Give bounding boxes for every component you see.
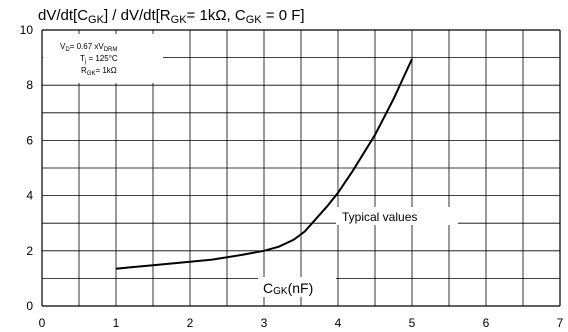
x-tick-label: 2 xyxy=(187,316,194,330)
typical-values-annotation-background xyxy=(336,207,458,225)
y-tick-label: 2 xyxy=(26,244,33,258)
x-tick-labels: 0 1 2 3 4 5 6 7 xyxy=(39,316,564,330)
x-tick-label: 1 xyxy=(113,316,120,330)
chart-title: dV/dt[CGK] / dV/dt[RGK= 1kΩ, CGK = 0 F] xyxy=(38,7,305,26)
series-typical-line xyxy=(115,58,413,270)
x-tick-label: 3 xyxy=(261,316,268,330)
condition-rgk: RGK= 1kΩ xyxy=(81,66,117,77)
x-tick-label: 5 xyxy=(409,316,416,330)
conditions-box-background xyxy=(43,34,163,83)
condition-vd: VD= 0.67 xVDRM xyxy=(60,42,117,53)
x-tick-label: 6 xyxy=(483,316,490,330)
y-tick-labels: 0 2 4 6 8 10 xyxy=(20,23,34,313)
x-tick-label: 4 xyxy=(335,316,342,330)
x-tick-label: 7 xyxy=(557,316,564,330)
condition-tj: Tj = 125°C xyxy=(80,54,118,65)
y-tick-label: 10 xyxy=(20,23,34,37)
y-tick-label: 8 xyxy=(26,78,33,92)
y-tick-label: 4 xyxy=(26,189,33,203)
typical-values-label: Typical values xyxy=(342,210,417,224)
y-tick-label: 0 xyxy=(26,299,33,313)
typical-values-annotation: Typical values xyxy=(336,207,458,225)
x-axis-title: CGK(nF) xyxy=(258,277,336,297)
x-axis-title-background xyxy=(258,277,336,297)
y-tick-label: 6 xyxy=(26,133,33,147)
grid xyxy=(41,29,561,307)
conditions-box: VD= 0.67 xVDRM Tj = 125°C RGK= 1kΩ xyxy=(43,34,163,83)
x-axis-label: CGK(nF) xyxy=(263,280,313,297)
x-tick-label: 0 xyxy=(39,316,46,330)
